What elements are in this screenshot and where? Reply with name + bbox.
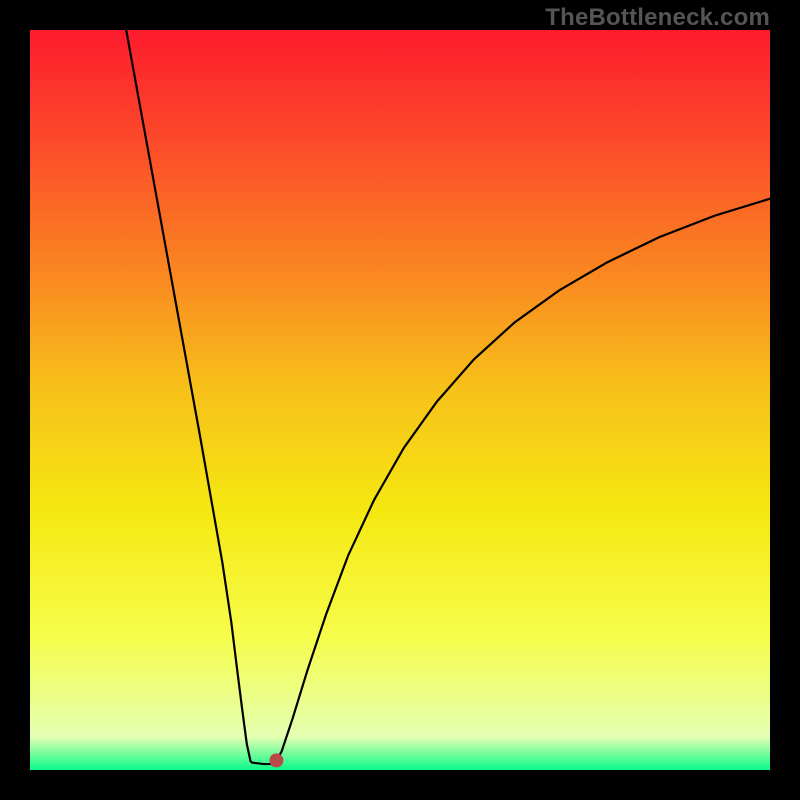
marker-dot <box>269 753 283 767</box>
chart-svg <box>30 30 770 770</box>
watermark-text: TheBottleneck.com <box>545 4 770 32</box>
plot-area <box>30 30 770 770</box>
bottleneck-curve <box>126 30 770 764</box>
chart-frame: TheBottleneck.com <box>0 0 800 800</box>
